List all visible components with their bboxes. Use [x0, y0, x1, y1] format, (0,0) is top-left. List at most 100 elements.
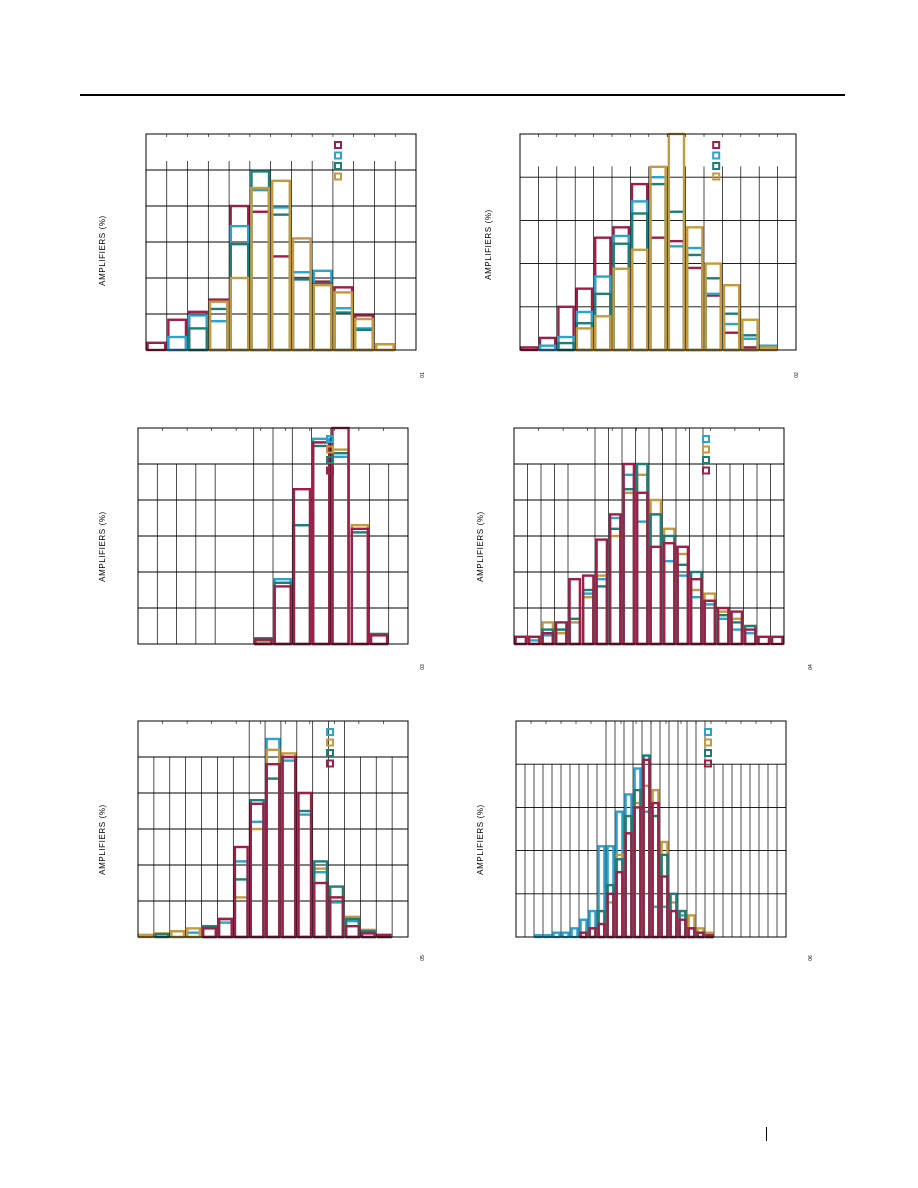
bar-gold: [273, 581, 292, 646]
bar-cyan: [568, 621, 582, 646]
legend-swatch-crimson: [704, 759, 712, 768]
bar-gold: [170, 930, 186, 939]
legend-swatch-gold: [326, 738, 334, 747]
bar-crimson: [669, 909, 678, 939]
bar-teal: [233, 878, 249, 939]
bar-crimson: [630, 182, 649, 352]
bar-crimson: [265, 763, 281, 939]
bar-crimson: [208, 298, 229, 352]
series-cyan: [254, 437, 350, 646]
bar-cyan: [593, 275, 612, 352]
bar-crimson: [743, 628, 757, 646]
bar-crimson: [538, 336, 557, 352]
y-axis-label: AMPLIFIERS (%): [97, 510, 107, 582]
chart-svg: [513, 427, 785, 646]
figure-tag: 03: [419, 664, 426, 670]
bar-teal: [229, 242, 250, 352]
bar-crimson: [360, 932, 376, 939]
bar-cyan: [297, 813, 313, 939]
bar-teal: [271, 213, 291, 352]
bar-cyan: [249, 820, 265, 939]
bar-gold: [676, 552, 690, 646]
y-axis-label: AMPLIFIERS (%): [97, 214, 107, 286]
histogram-panel-2: AMPLIFIERS (%) 02: [483, 128, 820, 388]
bar-teal: [667, 210, 686, 352]
bar-gold: [630, 248, 649, 352]
bar-teal: [273, 581, 292, 646]
bar-teal: [608, 527, 622, 646]
bar-crimson: [608, 513, 622, 646]
bar-cyan: [662, 559, 676, 646]
bar-crimson: [271, 255, 291, 352]
bar-gold: [313, 867, 329, 939]
bar-gold: [374, 343, 395, 352]
legend-swatch-teal: [326, 456, 334, 464]
chart-svg: [515, 720, 787, 939]
bar-gold: [568, 621, 582, 646]
bar-crimson: [575, 287, 594, 352]
bar-gold: [612, 267, 630, 352]
histogram-panel-6: AMPLIFIERS (%) 06: [475, 715, 818, 975]
y-axis-label: AMPLIFIERS (%): [475, 510, 485, 582]
bar-teal: [649, 182, 667, 352]
figure-tag: 04: [807, 664, 814, 670]
bar-gold: [581, 595, 595, 646]
bar-gold: [554, 631, 568, 646]
bar-teal: [331, 452, 350, 646]
bar-crimson: [667, 239, 686, 352]
bar-crimson: [685, 266, 704, 352]
bar-teal: [187, 327, 208, 352]
bar-gold: [354, 317, 375, 352]
bar-cyan: [595, 577, 609, 646]
bar-gold: [281, 752, 297, 939]
bar-cyan: [187, 314, 208, 352]
bar-crimson: [696, 931, 705, 939]
bar-gold: [331, 448, 350, 646]
bar-crimson: [676, 545, 690, 646]
bar-teal: [350, 531, 370, 646]
bar-crimson: [662, 541, 676, 646]
legend-swatch-teal: [326, 749, 334, 757]
bar-crimson: [312, 280, 333, 352]
chart-svg: [137, 426, 409, 646]
y-axis-label: AMPLIFIERS (%): [475, 803, 485, 875]
chart-svg: [145, 133, 417, 352]
figure-tag: 02: [793, 372, 800, 378]
chart-svg: [519, 132, 797, 352]
bar-crimson: [606, 892, 615, 939]
bar-crimson: [597, 922, 606, 939]
bar-crimson: [333, 286, 354, 352]
bar-teal: [333, 311, 354, 352]
y-axis-label: AMPLIFIERS (%): [97, 803, 107, 875]
bar-cyan: [676, 574, 690, 646]
bar-crimson: [678, 918, 687, 939]
bar-cyan: [233, 860, 249, 939]
bar-gold: [649, 165, 667, 352]
bar-cyan: [561, 931, 570, 939]
bar-cyan: [208, 319, 229, 352]
bar-teal: [635, 462, 649, 646]
legend-swatch-gold: [326, 445, 334, 454]
legend-swatch-cyan: [326, 728, 334, 736]
bar-teal: [354, 328, 375, 352]
legend-swatch-gold: [704, 738, 712, 747]
bar-gold: [608, 534, 622, 646]
bar-gold: [249, 827, 265, 939]
bar-teal: [685, 253, 704, 352]
bar-gold: [292, 523, 312, 646]
bar-cyan: [292, 523, 312, 646]
legend-swatch-teal: [334, 162, 342, 170]
legend-swatch-cyan: [712, 151, 721, 160]
legend-swatch-crimson: [326, 466, 334, 475]
legend-swatch-cyan: [702, 435, 710, 443]
legend-swatch-cyan: [704, 728, 712, 736]
bar-teal: [612, 242, 630, 352]
histogram-panel-4: AMPLIFIERS (%) 04: [475, 422, 818, 682]
bar-crimson: [612, 226, 630, 352]
bar-cyan: [703, 603, 717, 646]
bar-crimson: [146, 341, 167, 352]
plot-frame: [137, 427, 409, 645]
plot-frame: [519, 133, 797, 351]
bar-crimson: [624, 832, 633, 939]
bar-gold: [685, 226, 704, 352]
